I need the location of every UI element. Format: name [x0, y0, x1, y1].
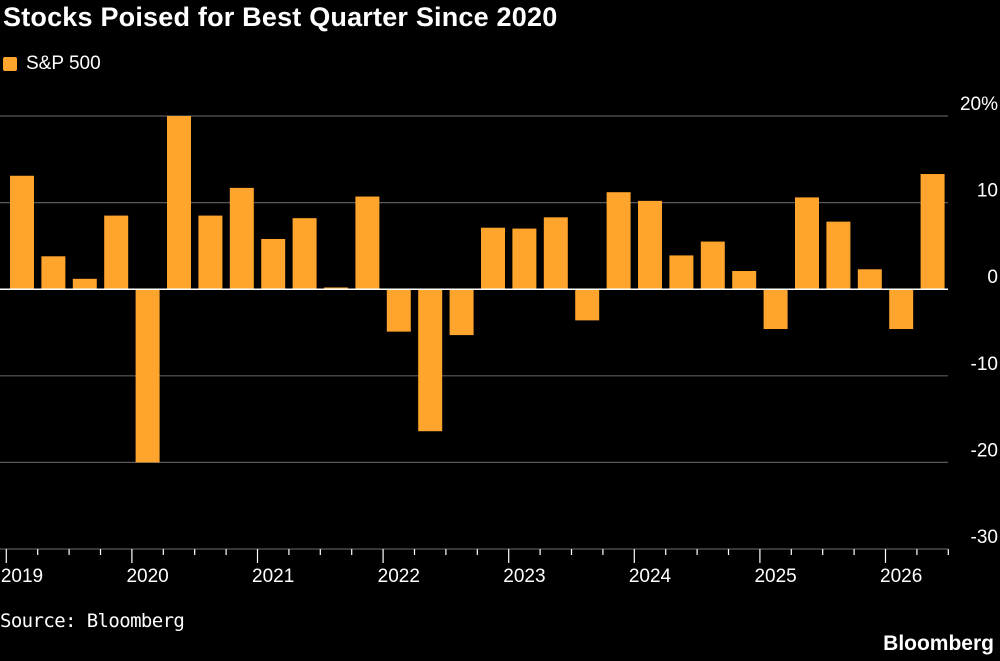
- bar: [669, 255, 694, 290]
- y-tick-label: -10: [971, 354, 998, 375]
- y-tick-label: 20%: [960, 94, 998, 115]
- bar: [41, 256, 66, 290]
- bar: [826, 221, 851, 290]
- bar: [700, 241, 725, 290]
- bar: [763, 289, 788, 330]
- y-tick-label: -30: [971, 527, 998, 548]
- bar: [386, 289, 411, 332]
- bar: [449, 289, 474, 336]
- bar: [167, 116, 191, 290]
- x-tick-label: 2023: [503, 566, 545, 587]
- x-tick-label: 2021: [252, 566, 294, 587]
- bar: [261, 238, 286, 290]
- bloomberg-logo: Bloomberg: [883, 632, 994, 655]
- chart-title: Stocks Poised for Best Quarter Since 202…: [3, 2, 558, 32]
- bar: [481, 227, 505, 290]
- x-tick-label: 2024: [629, 566, 672, 587]
- bar: [512, 228, 537, 290]
- bar: [355, 196, 380, 290]
- y-tick-label: 10: [977, 181, 998, 202]
- bar: [920, 174, 945, 290]
- legend-swatch: [3, 57, 17, 71]
- bar: [575, 289, 600, 321]
- legend-label: S&P 500: [26, 53, 101, 74]
- y-tick-label: -20: [971, 440, 998, 461]
- x-tick-label: 2026: [880, 566, 922, 587]
- x-tick-label: 2019: [1, 566, 43, 587]
- x-tick-label: 2022: [378, 566, 420, 587]
- x-tick-label: 2025: [754, 566, 796, 587]
- bar: [732, 271, 757, 290]
- bar: [229, 187, 254, 290]
- bar: [10, 175, 34, 290]
- bar: [543, 217, 568, 290]
- bar: [857, 269, 882, 290]
- legend: S&P 500: [3, 53, 101, 75]
- bar: [198, 215, 223, 290]
- bar-chart: 20% 10 0 -10 -20 -30 2019 2020 2021 2022 2023 2024 2…: [0, 94, 998, 587]
- bar: [606, 192, 631, 290]
- x-tick-label: 2020: [126, 566, 168, 587]
- bar: [795, 197, 819, 290]
- bar: [638, 200, 662, 290]
- bar: [889, 289, 914, 330]
- y-tick-label: 0: [987, 267, 998, 288]
- bar: [135, 289, 160, 463]
- bar: [292, 218, 317, 290]
- bar: [418, 289, 443, 432]
- bar: [104, 215, 129, 290]
- source-note: Source: Bloomberg: [0, 610, 185, 632]
- bar: [72, 278, 97, 290]
- bar: [324, 287, 348, 290]
